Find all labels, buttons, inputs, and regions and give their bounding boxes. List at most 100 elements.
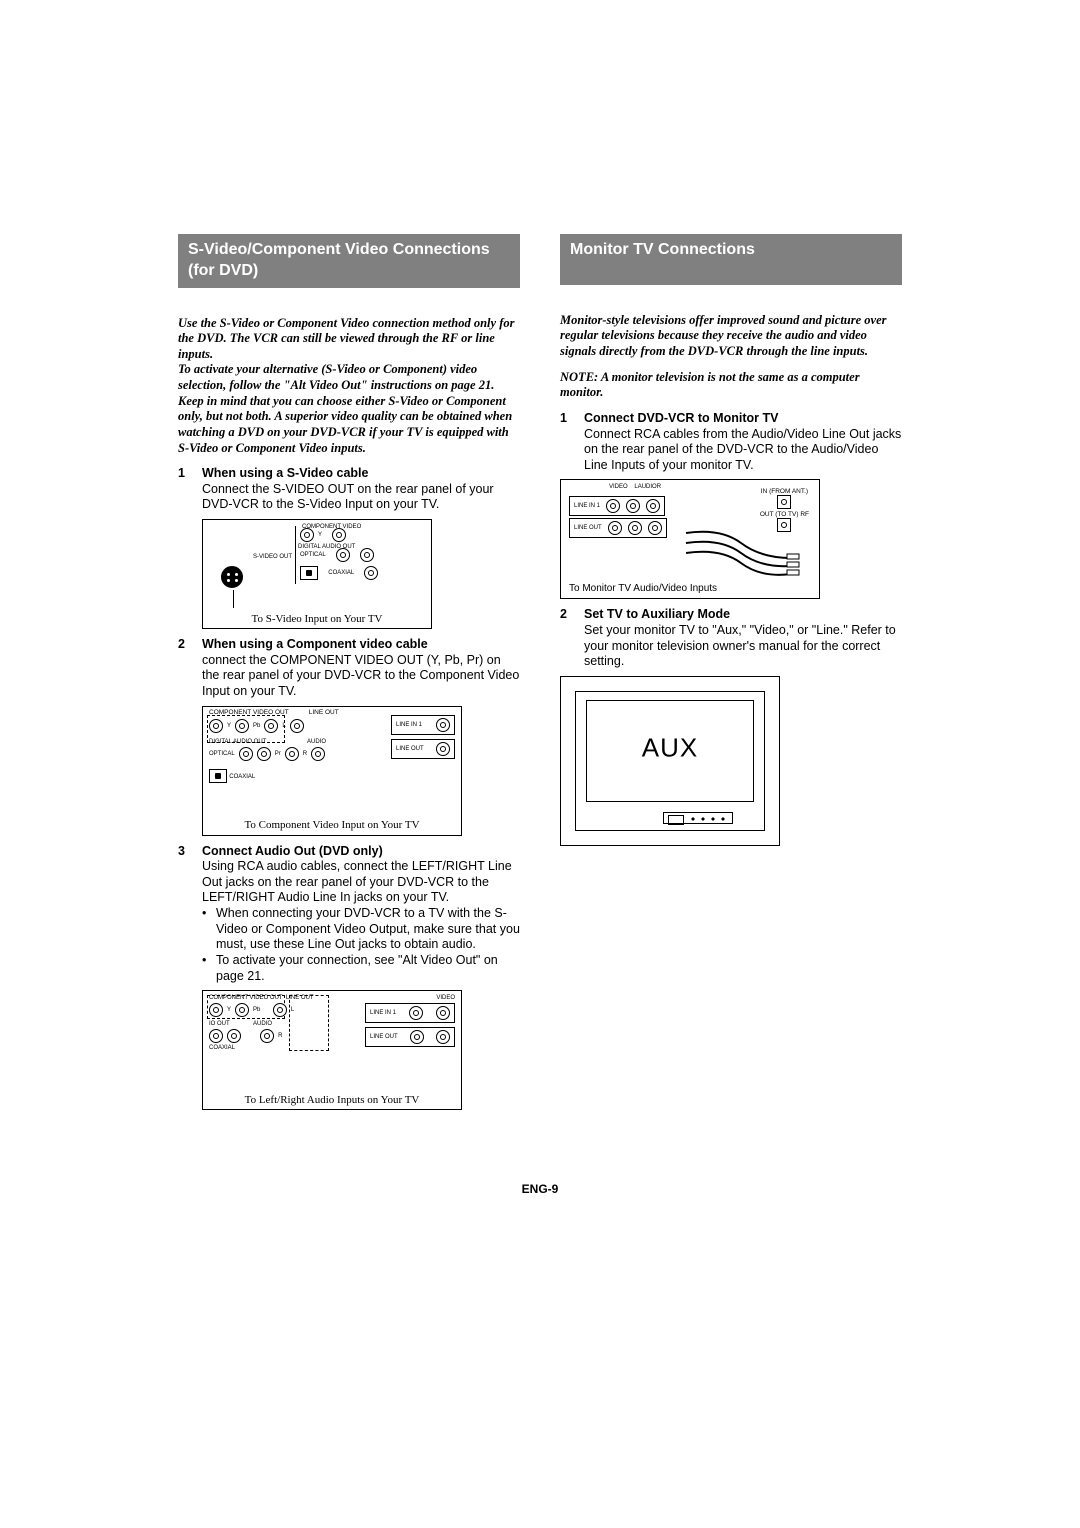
label-r: R: [303, 751, 307, 757]
right-column: Monitor TV Connections Monitor-style tel…: [560, 234, 902, 1118]
label-coaxial: COAXIAL: [229, 774, 255, 780]
jack-icon: [626, 499, 640, 513]
diagram-caption: To Component Video Input on Your TV: [203, 819, 461, 832]
diagram-caption: To S-Video Input on Your TV: [203, 613, 431, 626]
bullet-text: To activate your connection, see "Alt Vi…: [216, 953, 520, 984]
jack-icon: [436, 742, 450, 756]
jack-icon: [209, 1003, 223, 1017]
step-title: Connect DVD-VCR to Monitor TV: [584, 411, 778, 425]
label-lineout: LINE OUT: [574, 525, 602, 531]
label-io-out: IO OUT: [209, 1021, 230, 1027]
label-lineout: LINE OUT: [370, 1034, 398, 1040]
left-column: S-Video/Component Video Connections (for…: [178, 234, 520, 1118]
left-intro: Use the S-Video or Component Video conne…: [178, 316, 520, 457]
label-lineout: LINE OUT: [396, 746, 424, 752]
label-rf: RF: [800, 511, 809, 518]
section-header-right: Monitor TV Connections: [560, 234, 902, 285]
label-pb: Pb: [253, 723, 260, 729]
section-header-left: S-Video/Component Video Connections (for…: [178, 234, 520, 288]
jack-icon: [436, 1006, 450, 1020]
tv-controls-icon: [663, 812, 733, 824]
step-text: connect the COMPONENT VIDEO OUT (Y, Pb, …: [202, 653, 519, 698]
jack-icon: [436, 718, 450, 732]
jack-icon: [364, 566, 378, 580]
diagram-svideo: COMPONENT VIDEO Y DIGITAL AUDIO OUT OPTI…: [202, 519, 432, 629]
label-optical: OPTICAL: [300, 552, 326, 558]
step-title: Connect Audio Out (DVD only): [202, 844, 383, 858]
two-column-layout: S-Video/Component Video Connections (for…: [178, 234, 902, 1118]
label-y: Y: [318, 532, 322, 538]
tv-aux-text: AUX: [642, 732, 698, 763]
step-number: 1: [178, 466, 192, 513]
jack-icon: [264, 719, 278, 733]
step-title: Set TV to Auxiliary Mode: [584, 607, 730, 621]
jack-icon: [332, 528, 346, 542]
bullet-icon: •: [202, 953, 210, 984]
step-title: When using a S-Video cable: [202, 466, 368, 480]
optical-jack-icon: [209, 769, 227, 783]
diagram-caption: To Monitor TV Audio/Video Inputs: [569, 583, 717, 594]
bullet-text: When connecting your DVD-VCR to a TV wit…: [216, 906, 520, 953]
label-digital: DIGITAL AUDIO OUT: [209, 739, 266, 745]
jack-icon: [646, 499, 660, 513]
tv-screen-icon: AUX: [586, 700, 754, 802]
jack-icon: [436, 1030, 450, 1044]
jack-icon: [360, 548, 374, 562]
jack-icon: [235, 719, 249, 733]
diagram-caption: To Left/Right Audio Inputs on Your TV: [203, 1094, 461, 1107]
label-linein: LINE IN 1: [370, 1010, 396, 1016]
jack-icon: [235, 1003, 249, 1017]
left-step-2: 2 When using a Component video cable con…: [178, 637, 520, 836]
label-r: R: [657, 484, 661, 490]
label-y: Y: [227, 723, 231, 729]
label-l: L: [282, 723, 285, 729]
jack-icon: [300, 528, 314, 542]
right-step-1: 1 Connect DVD-VCR to Monitor TV Connect …: [560, 411, 902, 600]
jack-icon: [608, 521, 622, 535]
label-component: COMPONENT VIDEO OUT: [209, 995, 283, 1001]
label-audio: AUDIO: [638, 484, 657, 490]
label-svideo-out: S-VIDEO OUT: [253, 554, 292, 560]
step-text: Using RCA audio cables, connect the LEFT…: [202, 859, 512, 904]
label-audio: AUDIO: [307, 739, 326, 745]
jack-icon: [285, 747, 299, 761]
right-note: NOTE: A monitor television is not the sa…: [560, 370, 902, 401]
step-text: Connect RCA cables from the Audio/Video …: [584, 427, 901, 472]
connector-line-icon: [233, 590, 234, 608]
coax-jack-icon: [777, 495, 791, 509]
label-r: R: [278, 1033, 282, 1039]
tv-icon: AUX: [575, 691, 765, 831]
jack-icon: [273, 1003, 287, 1017]
diagram-monitor-connect: VIDEO LAUDIOR LINE IN 1 LINE OUT: [560, 479, 820, 599]
label-lineout: LINE OUT: [309, 709, 339, 716]
jack-icon: [239, 747, 253, 761]
label-coaxial: COAXIAL: [209, 1045, 314, 1051]
step-number: 2: [178, 637, 192, 700]
cable-icon: [681, 528, 801, 578]
manual-page: S-Video/Component Video Connections (for…: [178, 234, 902, 1118]
step-text: Set your monitor TV to "Aux," "Video," o…: [584, 623, 896, 668]
bullet-icon: •: [202, 906, 210, 953]
page-number: ENG-9: [522, 1182, 559, 1196]
diagram-tv-aux: AUX: [560, 676, 780, 846]
label-coaxial: COAXIAL: [328, 570, 354, 576]
jack-icon: [290, 719, 304, 733]
label-pr: Pr: [275, 751, 281, 757]
jack-icon: [628, 521, 642, 535]
label-in-ant: IN (FROM ANT.): [760, 488, 809, 495]
label-audio: AUDIO: [253, 1021, 272, 1027]
label-lineout: LINE OUT: [286, 995, 314, 1001]
label-video: VIDEO: [609, 484, 628, 490]
label-optical: OPTICAL: [209, 751, 235, 757]
jack-icon: [227, 1029, 241, 1043]
right-intro: Monitor-style televisions offer improved…: [560, 313, 902, 360]
label-component: COMPONENT VIDEO OUT: [209, 709, 289, 716]
label-linein: LINE IN 1: [396, 722, 422, 728]
optical-jack-icon: [300, 566, 318, 580]
step-text: Connect the S-VIDEO OUT on the rear pane…: [202, 482, 494, 512]
jack-icon: [209, 1029, 223, 1043]
step-title: When using a Component video cable: [202, 637, 428, 651]
jack-icon: [410, 1030, 424, 1044]
jack-icon: [209, 719, 223, 733]
left-step-3: 3 Connect Audio Out (DVD only) Using RCA…: [178, 844, 520, 1111]
